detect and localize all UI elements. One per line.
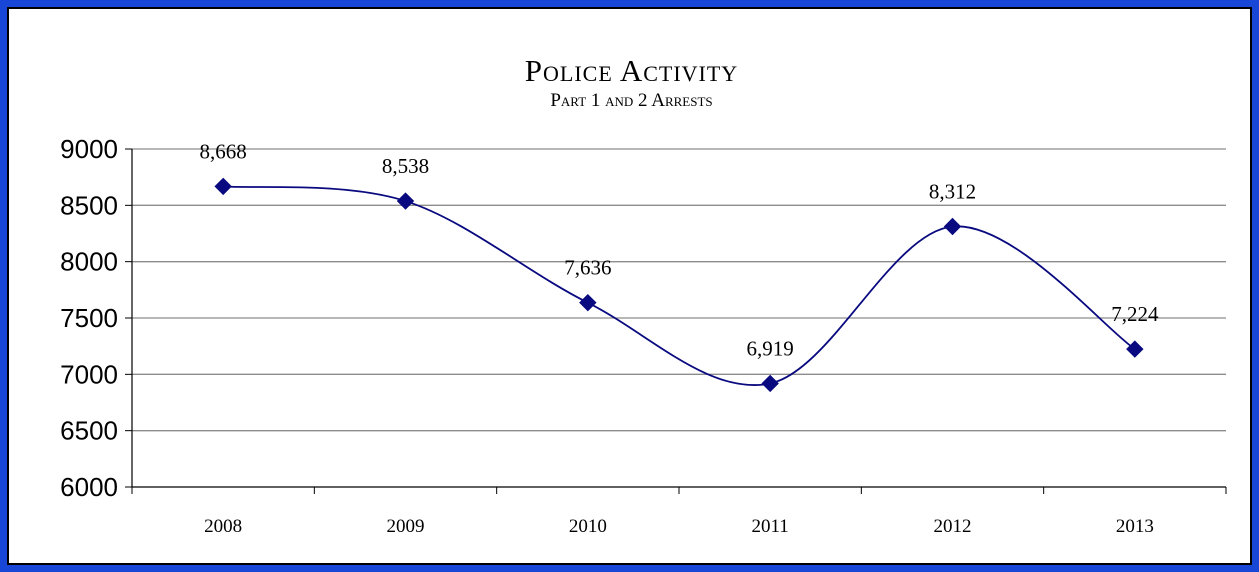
x-tick-label: 2010 bbox=[569, 516, 607, 537]
data-label: 7,224 bbox=[1111, 302, 1159, 326]
y-tick-label: 8000 bbox=[60, 247, 118, 277]
data-labels: 8,668 8,538 7,636 6,919 8,312 7,224 bbox=[200, 139, 1159, 360]
y-tick-label: 7000 bbox=[60, 359, 118, 389]
y-tick-label: 7500 bbox=[60, 303, 118, 333]
data-markers bbox=[214, 177, 1144, 393]
data-label: 8,538 bbox=[382, 154, 429, 178]
x-tick-label: 2008 bbox=[204, 516, 242, 537]
data-point-marker bbox=[1126, 340, 1144, 358]
data-label: 8,312 bbox=[929, 180, 976, 204]
data-label: 6,919 bbox=[747, 336, 794, 360]
x-tick-label: 2011 bbox=[752, 516, 789, 537]
series-line bbox=[223, 185, 1136, 386]
x-tick-label: 2013 bbox=[1116, 516, 1154, 537]
y-tick-label: 9000 bbox=[60, 134, 118, 164]
data-point-marker bbox=[761, 374, 779, 393]
data-point-marker bbox=[579, 293, 597, 312]
data-label: 7,636 bbox=[564, 256, 611, 280]
gridlines bbox=[132, 148, 1226, 432]
x-tick-label: 2012 bbox=[934, 516, 972, 537]
axes: 9000 8500 8000 7500 7000 6500 6000 2008 2009 2010… bbox=[60, 134, 1227, 537]
y-tick-label: 8500 bbox=[60, 190, 118, 220]
data-point-marker bbox=[214, 177, 232, 196]
data-point-marker bbox=[396, 192, 415, 210]
x-tick-label: 2009 bbox=[387, 516, 425, 537]
y-tick-label: 6000 bbox=[60, 472, 118, 502]
chart-area: Police Activity Part 1 and 2 Arrests bbox=[7, 7, 1252, 565]
y-tick-label: 6500 bbox=[60, 416, 118, 446]
title-block: Police Activity Part 1 and 2 Arrests bbox=[9, 53, 1254, 113]
chart-title: Police Activity bbox=[524, 53, 739, 88]
data-point-marker bbox=[943, 217, 962, 236]
data-label: 8,668 bbox=[200, 139, 247, 163]
chart-subtitle: Part 1 and 2 Arrests bbox=[550, 90, 713, 111]
series-path bbox=[223, 185, 1136, 386]
